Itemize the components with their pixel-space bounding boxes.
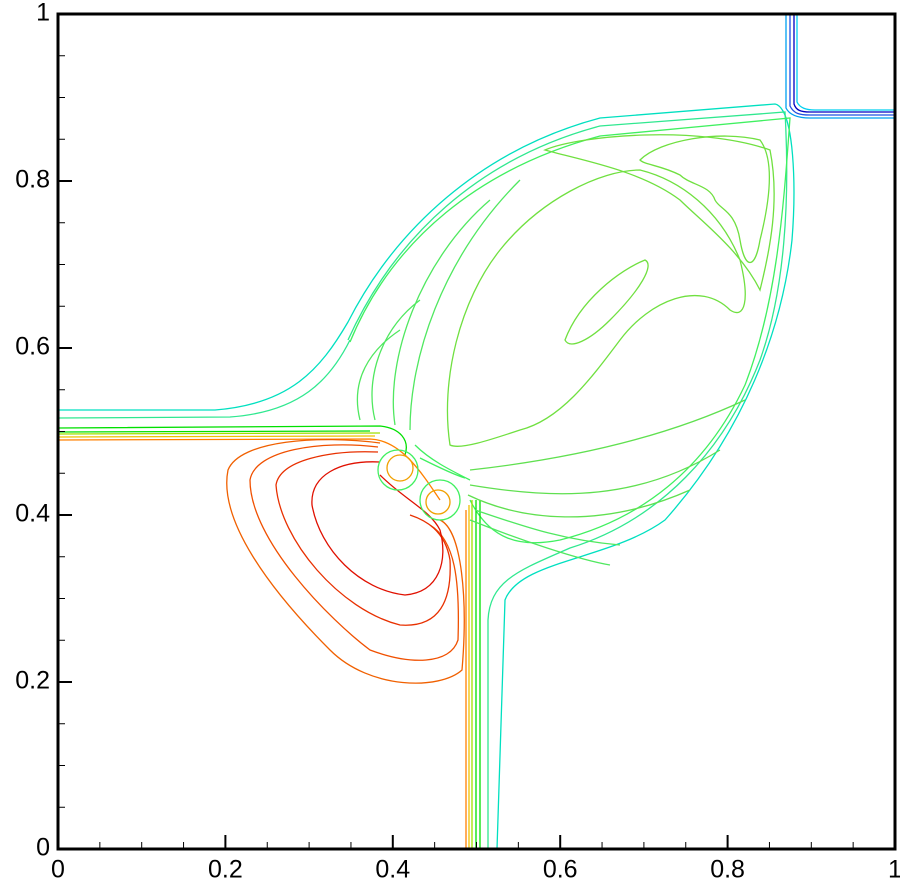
contour-line <box>377 449 419 491</box>
contour-lines <box>57 14 895 850</box>
contour-line <box>356 179 521 431</box>
contour-line <box>425 489 451 515</box>
y-tick-label: 0.6 <box>15 333 50 361</box>
contour-line <box>249 444 460 661</box>
contour-line <box>564 259 649 345</box>
contour-line <box>57 425 481 849</box>
contour-line <box>226 438 465 684</box>
y-tick-label: 0 <box>36 834 50 862</box>
contour-line <box>469 509 621 566</box>
contour-line <box>57 432 473 849</box>
contour-line <box>793 14 895 113</box>
x-tick-label: 0.6 <box>543 856 578 884</box>
contour-line <box>386 454 414 482</box>
contour-line <box>419 479 461 521</box>
contour-line <box>57 435 470 849</box>
contour-line <box>639 135 771 263</box>
x-tick-label: 1 <box>888 856 900 884</box>
contour-line <box>275 451 451 626</box>
contour-line <box>311 461 444 596</box>
y-tick-label: 0.4 <box>15 500 50 528</box>
y-tick-label: 0.2 <box>15 667 50 695</box>
contour-line <box>467 399 746 518</box>
contour-line <box>785 14 895 119</box>
contour-line <box>349 117 791 544</box>
contour-line <box>446 169 746 447</box>
contour-line <box>57 438 467 849</box>
contour-line <box>414 444 471 481</box>
y-tick-label: 1 <box>36 0 50 27</box>
y-tick-label: 0.8 <box>15 166 50 194</box>
x-tick-label: 0.4 <box>375 856 410 884</box>
x-tick-label: 0.2 <box>208 856 243 884</box>
contour-line <box>543 134 775 292</box>
contour-line <box>58 103 795 850</box>
contour-line <box>789 14 895 116</box>
x-tick-label: 0 <box>51 856 65 884</box>
x-tick-label: 0.8 <box>710 856 745 884</box>
contour-line <box>57 111 788 849</box>
contour-line <box>796 14 895 111</box>
